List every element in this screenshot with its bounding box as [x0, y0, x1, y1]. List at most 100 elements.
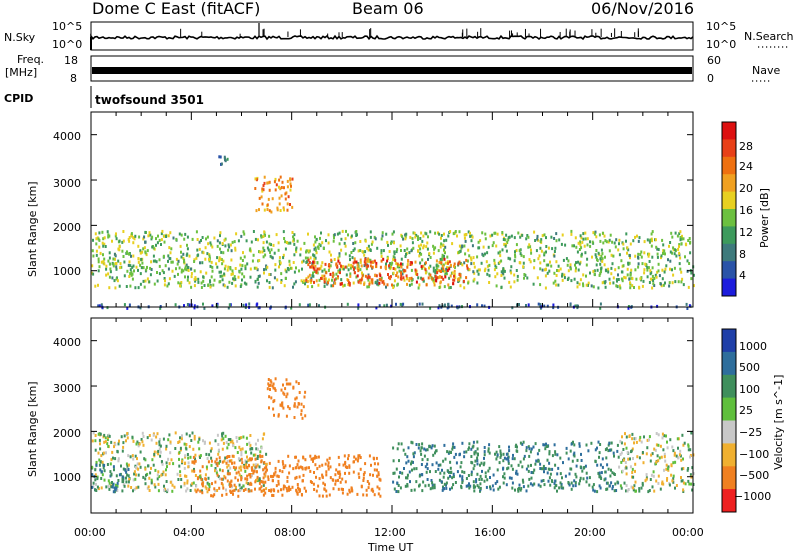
data-cell: [344, 465, 347, 469]
data-cell: [127, 454, 130, 458]
data-cell: [193, 277, 196, 281]
data-cell: [505, 483, 508, 487]
data-cell: [611, 487, 614, 491]
data-cell: [615, 284, 618, 288]
data-cell: [164, 279, 166, 283]
data-cell: [229, 243, 232, 247]
data-cell: [301, 267, 303, 271]
data-cell: [208, 257, 210, 261]
data-cell: [95, 482, 97, 486]
data-cell: [283, 186, 285, 190]
data-cell: [539, 303, 542, 307]
data-cell: [252, 471, 255, 475]
data-cell: [341, 282, 343, 286]
data-cell: [171, 483, 174, 487]
data-cell: [190, 267, 192, 271]
data-cell: [692, 472, 695, 476]
data-cell: [624, 276, 627, 280]
data-cell: [254, 237, 257, 241]
data-cell: [139, 249, 142, 253]
data-cell: [300, 409, 303, 413]
data-cell: [151, 245, 154, 249]
data-cell: [103, 478, 106, 482]
data-cell: [596, 268, 599, 272]
data-cell: [334, 479, 337, 483]
data-cell: [147, 464, 149, 468]
data-cell: [342, 267, 345, 271]
data-cell: [687, 285, 690, 289]
data-cell: [620, 270, 623, 274]
data-cell: [185, 268, 188, 272]
data-cell: [417, 276, 420, 280]
data-cell: [119, 266, 122, 270]
data-cell: [218, 256, 221, 260]
data-cell: [377, 473, 380, 477]
data-cell: [323, 277, 326, 281]
data-cell: [176, 472, 179, 476]
data-cell: [471, 244, 474, 248]
data-cell: [641, 262, 644, 266]
data-cell: [429, 230, 432, 234]
data-cell: [193, 434, 196, 438]
data-cell: [618, 242, 620, 246]
data-cell: [273, 387, 276, 391]
data-cell: [473, 464, 476, 468]
data-cell: [280, 194, 283, 198]
data-cell: [421, 442, 424, 446]
data-cell: [318, 267, 321, 271]
data-cell: [310, 277, 313, 281]
data-cell: [640, 250, 643, 254]
data-cell: [230, 459, 233, 463]
data-cell: [264, 470, 267, 474]
data-cell: [662, 283, 665, 287]
data-cell: [234, 267, 237, 270]
data-cell: [680, 467, 683, 471]
data-cell: [325, 239, 327, 243]
data-cell: [98, 265, 101, 269]
data-cell: [327, 269, 330, 272]
data-cell: [473, 489, 476, 493]
data-cell: [330, 258, 333, 262]
data-cell: [467, 281, 470, 285]
data-cell: [444, 245, 447, 249]
data-cell: [270, 248, 273, 252]
data-cell: [323, 280, 326, 284]
data-cell: [296, 463, 299, 467]
data-cell: [511, 467, 514, 471]
data-cell: [573, 443, 576, 447]
data-cell: [101, 241, 104, 245]
data-cell: [521, 233, 524, 237]
data-cell: [576, 281, 579, 285]
data-cell: [291, 177, 294, 181]
data-cell: [406, 247, 409, 251]
data-cell: [453, 445, 456, 449]
data-cell: [558, 486, 561, 490]
data-cell: [226, 446, 229, 450]
data-cell: [617, 455, 620, 459]
data-cell: [648, 435, 651, 439]
data-cell: [254, 442, 257, 446]
data-cell: [113, 279, 116, 283]
data-cell: [219, 155, 222, 159]
data-cell: [294, 280, 297, 284]
data-cell: [573, 277, 576, 281]
data-cell: [270, 380, 273, 384]
data-cell: [193, 306, 196, 310]
data-cell: [158, 437, 161, 441]
data-cell: [408, 283, 411, 287]
data-cell: [218, 270, 221, 274]
data-cell: [221, 469, 224, 473]
data-cell: [313, 270, 316, 273]
data-cell: [469, 484, 472, 488]
data-cell: [656, 255, 659, 259]
data-cell: [687, 239, 690, 242]
data-cell: [579, 278, 582, 282]
data-cell: [367, 486, 370, 490]
data-cell: [406, 455, 409, 459]
data-cell: [381, 234, 384, 238]
data-cell: [350, 263, 353, 267]
data-cell: [137, 260, 140, 264]
data-cell: [214, 460, 217, 464]
data-cell: [120, 265, 123, 269]
data-cell: [574, 481, 577, 485]
